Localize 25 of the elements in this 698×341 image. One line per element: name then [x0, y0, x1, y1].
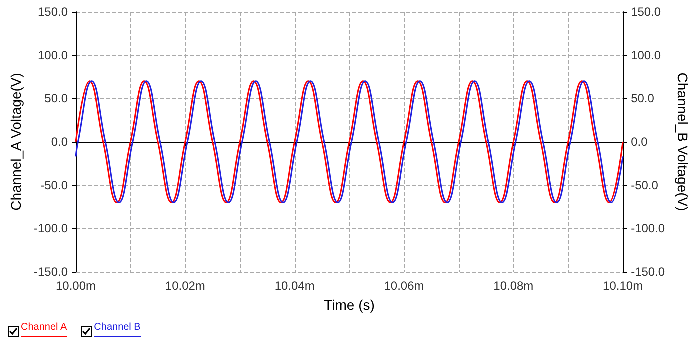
- y-axis-title: Channel_A Voltage(V): [8, 73, 24, 211]
- y2-tick-label: -150.0: [631, 265, 666, 279]
- y2-tick-label: -50.0: [631, 178, 659, 192]
- x-tick-label: 10.06m: [384, 279, 424, 293]
- text: Channel A: [21, 322, 68, 337]
- x-tick-label: 10.10m: [603, 279, 644, 293]
- y2-tick-label: -100.0: [631, 222, 666, 236]
- y-tick-label: 50.0: [44, 92, 68, 106]
- y2-tick-label: 150.0: [631, 5, 662, 19]
- x-tick-label: 10.04m: [274, 279, 315, 293]
- x-tick-label: 10.02m: [165, 279, 206, 293]
- y2-tick-label: 100.0: [631, 48, 662, 62]
- y2-axis-title: Channel_B Voltage(V): [675, 72, 691, 212]
- y-tick-label: -150.0: [34, 265, 68, 279]
- y-tick-label: 100.0: [38, 48, 68, 62]
- y2-tick-label: 50.0: [631, 92, 655, 106]
- y-tick-label: 0.0: [51, 135, 68, 149]
- y-tick-label: -100.0: [34, 222, 68, 236]
- y-tick-label: -50.0: [40, 178, 68, 192]
- x-axis-title: Time (s): [324, 297, 375, 313]
- text: Channel B: [94, 322, 141, 337]
- x-tick-label: 10.08m: [494, 279, 534, 293]
- y2-tick-label: 0.0: [631, 135, 648, 149]
- x-tick-label: 10.00m: [56, 279, 96, 293]
- y-tick-label: 150.0: [38, 5, 68, 19]
